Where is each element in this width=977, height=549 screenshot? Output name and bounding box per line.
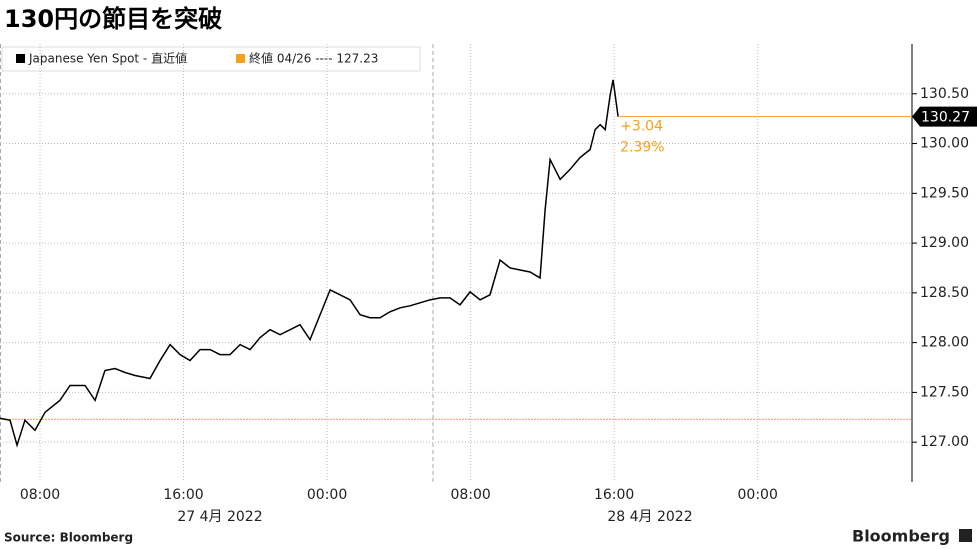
brand: Bloomberg xyxy=(852,527,950,546)
x-tick-label: 16:00 xyxy=(163,487,203,503)
x-tick-label: 08:00 xyxy=(450,487,490,503)
legend-swatch xyxy=(236,54,245,63)
legend-label: 終値 04/26 ---- 127.23 xyxy=(249,51,378,66)
legend: Japanese Yen Spot - 直近値 終値 04/26 ---- 12… xyxy=(1,46,421,72)
date-label: 28 4月 2022 xyxy=(607,509,692,525)
y-tick-label: 128.50 xyxy=(920,285,969,301)
legend-box xyxy=(1,46,421,72)
source: Source: Bloomberg xyxy=(4,531,133,545)
x-tick-label: 08:00 xyxy=(20,487,60,503)
y-tick-label: 128.00 xyxy=(920,335,969,351)
y-tick-label: 127.50 xyxy=(920,384,969,400)
change-annotation: +3.04 xyxy=(620,119,663,135)
legend-swatch xyxy=(16,54,25,63)
last-value-label: 130.27 xyxy=(921,110,970,126)
y-tick-label: 129.00 xyxy=(920,235,969,251)
chart-title: 130円の節目を突破 xyxy=(4,5,222,33)
date-label: 27 4月 2022 xyxy=(177,509,262,525)
last-value-box xyxy=(912,106,977,127)
y-tick-label: 130.50 xyxy=(920,86,969,102)
price-line xyxy=(0,79,619,448)
y-tick-label: 130.00 xyxy=(920,136,969,152)
x-tick-label: 00:00 xyxy=(738,487,778,503)
x-tick-label: 16:00 xyxy=(594,487,634,503)
x-tick-label: 00:00 xyxy=(307,487,347,503)
legend-label: Japanese Yen Spot - 直近値 xyxy=(28,51,187,66)
change-annotation: 2.39% xyxy=(620,140,664,156)
y-tick-label: 129.50 xyxy=(920,185,969,201)
brand-icon xyxy=(959,529,972,542)
y-tick-label: 127.00 xyxy=(920,434,969,450)
